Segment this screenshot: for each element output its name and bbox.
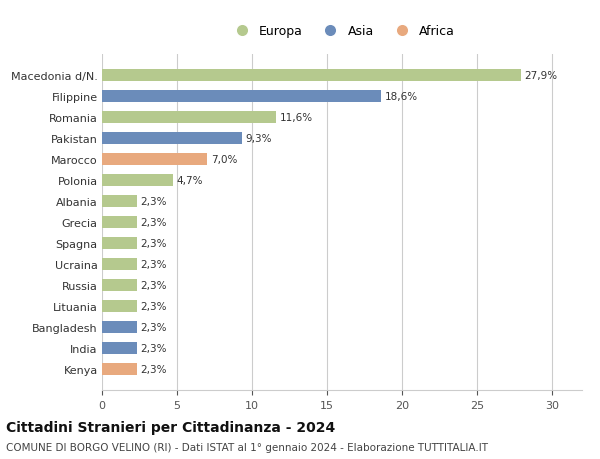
Text: 7,0%: 7,0% xyxy=(211,155,237,165)
Bar xyxy=(102,154,207,166)
Legend: Europa, Asia, Africa: Europa, Asia, Africa xyxy=(225,21,459,42)
Bar xyxy=(102,112,276,123)
Text: 2,3%: 2,3% xyxy=(140,259,167,269)
Text: 2,3%: 2,3% xyxy=(140,302,167,311)
Text: 2,3%: 2,3% xyxy=(140,322,167,332)
Bar xyxy=(102,322,137,333)
Bar xyxy=(102,301,137,312)
Bar xyxy=(102,217,137,229)
Bar xyxy=(102,342,137,354)
Bar xyxy=(102,133,241,145)
Text: 11,6%: 11,6% xyxy=(280,113,313,123)
Text: 2,3%: 2,3% xyxy=(140,239,167,248)
Text: 2,3%: 2,3% xyxy=(140,343,167,353)
Bar xyxy=(102,70,521,82)
Text: 18,6%: 18,6% xyxy=(385,92,418,102)
Text: 4,7%: 4,7% xyxy=(176,176,203,186)
Bar xyxy=(102,91,381,103)
Bar xyxy=(102,259,137,270)
Text: 2,3%: 2,3% xyxy=(140,280,167,291)
Text: 2,3%: 2,3% xyxy=(140,364,167,374)
Bar xyxy=(102,196,137,207)
Text: 9,3%: 9,3% xyxy=(245,134,272,144)
Text: 27,9%: 27,9% xyxy=(524,71,557,81)
Bar xyxy=(102,175,173,186)
Text: 2,3%: 2,3% xyxy=(140,197,167,207)
Bar xyxy=(102,238,137,249)
Bar xyxy=(102,280,137,291)
Bar xyxy=(102,364,137,375)
Text: COMUNE DI BORGO VELINO (RI) - Dati ISTAT al 1° gennaio 2024 - Elaborazione TUTTI: COMUNE DI BORGO VELINO (RI) - Dati ISTAT… xyxy=(6,442,488,452)
Text: 2,3%: 2,3% xyxy=(140,218,167,228)
Text: Cittadini Stranieri per Cittadinanza - 2024: Cittadini Stranieri per Cittadinanza - 2… xyxy=(6,420,335,434)
